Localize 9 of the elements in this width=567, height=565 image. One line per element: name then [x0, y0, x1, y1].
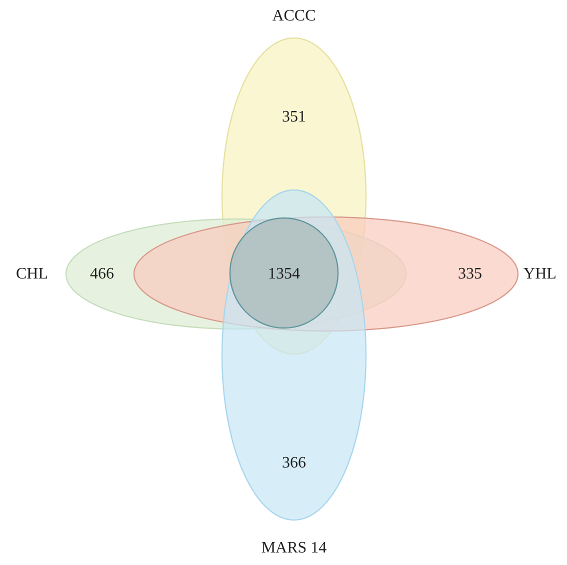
data-label: 335 [458, 266, 482, 282]
data-label: 351 [282, 108, 306, 126]
text: 1354 [268, 266, 300, 282]
data-label: 366 [282, 454, 306, 472]
category-label: YHL [524, 266, 556, 282]
data-label: 466 [90, 266, 114, 282]
category-label: ACCC [272, 8, 316, 24]
category-label: CHL [16, 266, 48, 282]
category-label: MARS 14 [261, 540, 327, 556]
